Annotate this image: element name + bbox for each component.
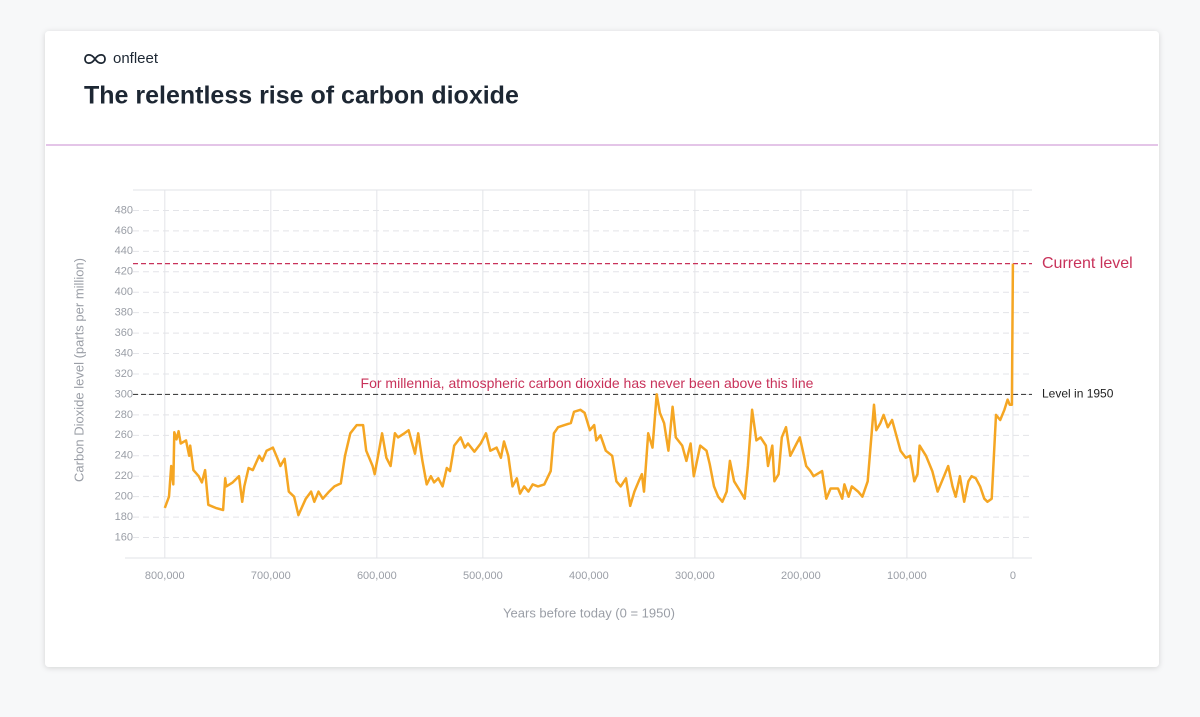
y-tick-label: 160 bbox=[115, 531, 133, 543]
x-tick-label: 700,000 bbox=[251, 570, 291, 582]
x-tick-label: 0 bbox=[1010, 570, 1016, 582]
reference-label: Current level bbox=[1042, 255, 1133, 272]
y-tick-label: 340 bbox=[115, 347, 133, 359]
y-tick-label: 400 bbox=[115, 286, 133, 298]
data-line bbox=[163, 263, 1015, 517]
y-tick-label: 440 bbox=[115, 245, 133, 257]
y-tick-label: 280 bbox=[115, 409, 133, 421]
y-tick-label: 480 bbox=[115, 204, 133, 216]
y-tick-label: 420 bbox=[115, 266, 133, 278]
y-axis-label: Carbon Dioxide level (parts per million) bbox=[71, 258, 86, 482]
chart-title: The relentless rise of carbon dioxide bbox=[84, 82, 519, 110]
y-tick-label: 460 bbox=[115, 225, 133, 237]
y-tick-label: 240 bbox=[115, 450, 133, 462]
x-tick-label: 200,000 bbox=[781, 570, 821, 582]
logo-icon bbox=[84, 53, 106, 65]
x-tick-label: 100,000 bbox=[887, 570, 927, 582]
x-tick-label: 500,000 bbox=[463, 570, 503, 582]
y-tick-label: 380 bbox=[115, 307, 133, 319]
x-tick-label: 800,000 bbox=[145, 570, 185, 582]
y-tick-label: 180 bbox=[115, 511, 133, 523]
y-tick-label: 260 bbox=[115, 429, 133, 441]
brand: onfleet bbox=[113, 50, 159, 67]
reference-label: Level in 1950 bbox=[1042, 387, 1114, 401]
x-tick-label: 400,000 bbox=[569, 570, 609, 582]
x-tick-label: 600,000 bbox=[357, 570, 397, 582]
y-tick-label: 320 bbox=[115, 368, 133, 380]
y-tick-label: 300 bbox=[115, 388, 133, 400]
x-axis-label: Years before today (0 = 1950) bbox=[503, 605, 675, 620]
y-tick-label: 200 bbox=[115, 491, 133, 503]
x-tick-label: 300,000 bbox=[675, 570, 715, 582]
y-tick-label: 360 bbox=[115, 327, 133, 339]
annotation: For millennia, atmospheric carbon dioxid… bbox=[361, 375, 814, 391]
y-tick-label: 220 bbox=[115, 470, 133, 482]
